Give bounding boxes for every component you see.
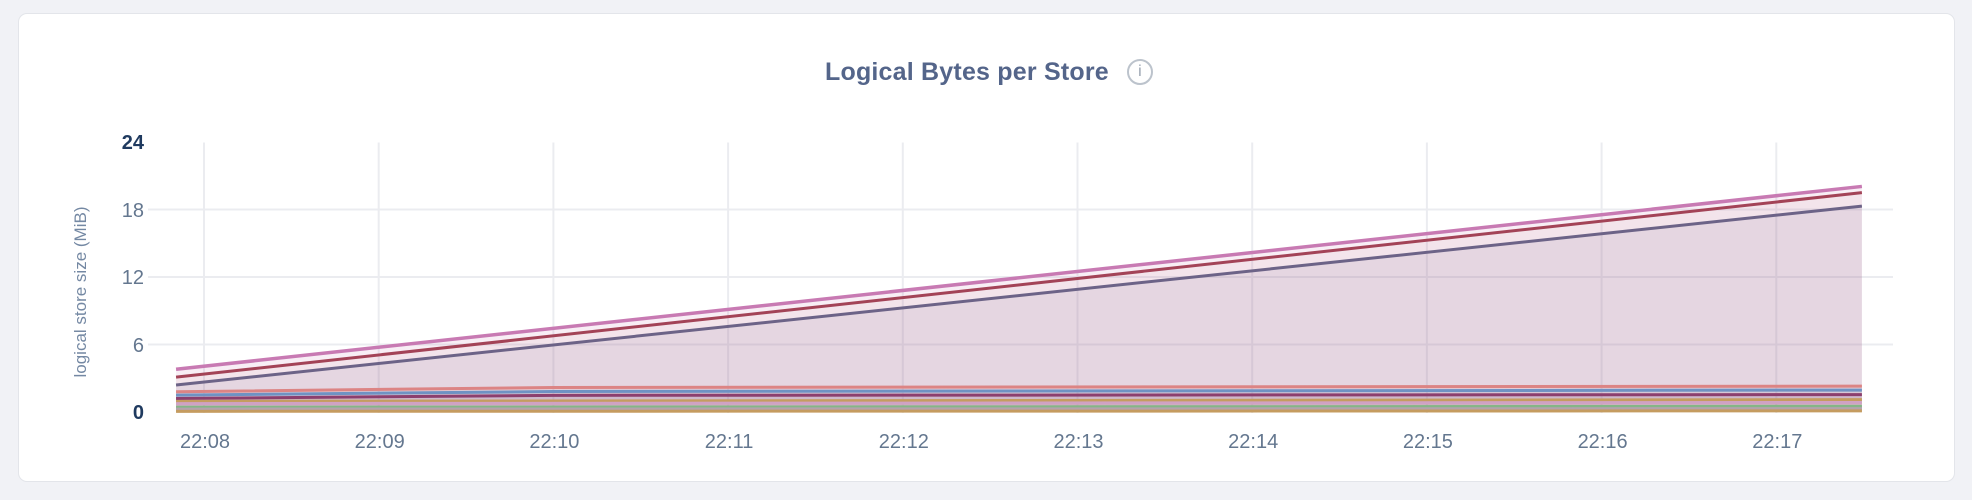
x-tick-label: 22:15: [1402, 431, 1453, 453]
y-tick-label: 12: [121, 267, 144, 289]
info-icon[interactable]: i: [1126, 59, 1153, 85]
chart-title: Logical Bytes per Store: [825, 57, 1109, 86]
x-tick-label: 22:14: [1228, 431, 1279, 453]
x-tick-label: 22:08: [179, 431, 231, 453]
x-tick-label: 22:13: [1053, 431, 1104, 453]
x-tick-label: 22:10: [529, 431, 580, 453]
x-tick-label: 22:16: [1577, 431, 1628, 453]
y-tick-label: 6: [132, 334, 144, 357]
y-tick-label: 0: [132, 402, 144, 424]
chart-card: Logical Bytes per Store i logical store …: [18, 13, 1955, 482]
x-tick-label: 22:09: [354, 431, 405, 453]
x-tick-label: 22:11: [704, 431, 754, 453]
y-tick-label: 24: [121, 132, 144, 154]
y-tick-label: 18: [121, 199, 144, 222]
chart-header: Logical Bytes per Store i: [825, 56, 1153, 88]
x-tick-label: 22:12: [878, 431, 929, 453]
x-tick-label: 22:17: [1752, 431, 1803, 453]
